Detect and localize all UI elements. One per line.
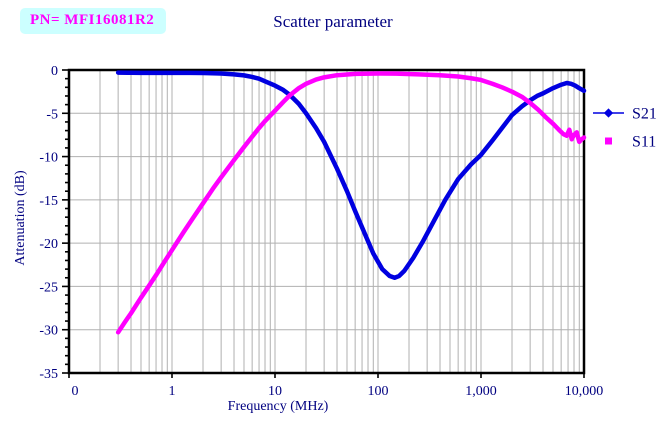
plot-border	[67, 68, 586, 375]
legend-label-s21: S21	[632, 106, 657, 123]
y-tick-label: -25	[39, 280, 58, 295]
series-curve-s21	[115, 70, 587, 281]
series-curve-s11	[115, 71, 587, 335]
y-tick-label: -5	[46, 107, 58, 122]
y-tick-label: 0	[51, 64, 58, 79]
y-tick-label: -15	[39, 194, 58, 209]
x-tick-label: 100	[368, 384, 389, 399]
x-tick-label: 1	[169, 384, 176, 399]
y-tick-label: -10	[39, 151, 58, 166]
chart-title: Scatter parameter	[273, 12, 393, 31]
part-number-badge: PN= MFI16081R2	[20, 8, 167, 34]
y-tick-label: -20	[39, 237, 58, 252]
x-tick-label: 10	[268, 384, 282, 399]
legend-label-s11: S11	[632, 134, 656, 151]
legend-marker-diamond-s21	[603, 108, 614, 118]
x-tick-label: 1,000	[465, 384, 497, 399]
x-tick-label: 10,000	[565, 384, 604, 399]
legend-marker-square-s11	[605, 137, 612, 145]
x-tick-label: 0	[72, 384, 79, 399]
x-axis-title: Frequency (MHz)	[227, 399, 329, 414]
y-tick-label: -30	[39, 324, 58, 339]
y-tick-label: -35	[39, 367, 58, 382]
